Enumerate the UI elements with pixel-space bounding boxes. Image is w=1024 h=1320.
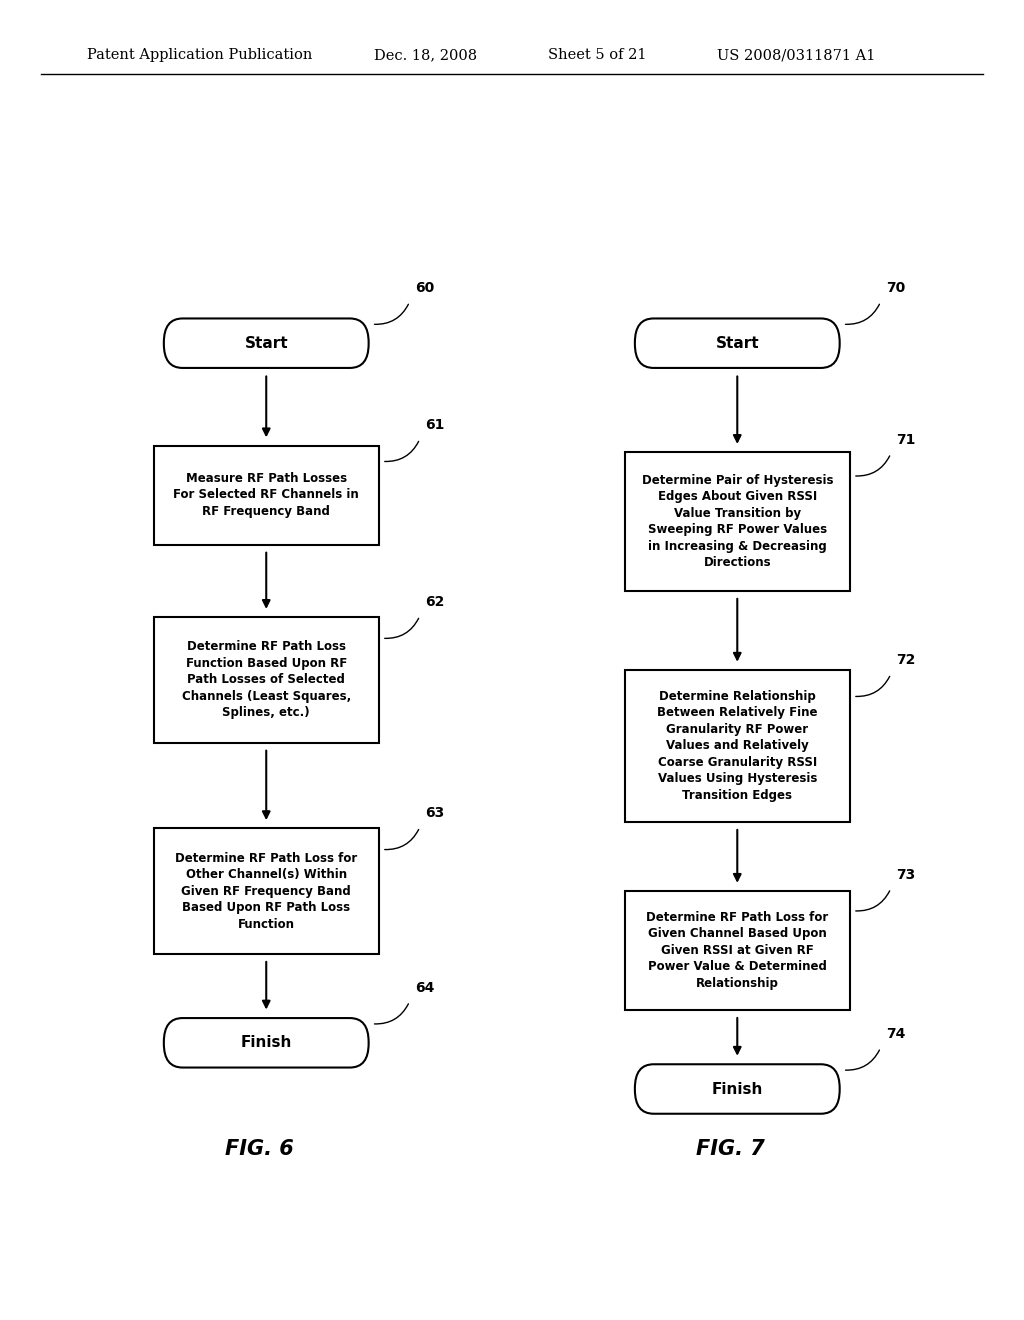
Text: 62: 62 bbox=[425, 595, 444, 610]
Bar bbox=[625, 671, 850, 821]
Text: 72: 72 bbox=[896, 653, 915, 667]
Bar bbox=[625, 891, 850, 1010]
Text: 61: 61 bbox=[425, 418, 444, 433]
Text: Determine RF Path Loss
Function Based Upon RF
Path Losses of Selected
Channels (: Determine RF Path Loss Function Based Up… bbox=[181, 640, 351, 719]
Text: Determine RF Path Loss for
Given Channel Based Upon
Given RSSI at Given RF
Power: Determine RF Path Loss for Given Channel… bbox=[646, 911, 828, 990]
Bar bbox=[154, 446, 379, 544]
Text: 73: 73 bbox=[896, 867, 915, 882]
Bar bbox=[154, 618, 379, 742]
Text: 74: 74 bbox=[886, 1027, 905, 1041]
Text: 64: 64 bbox=[415, 981, 434, 995]
FancyBboxPatch shape bbox=[635, 1064, 840, 1114]
Text: US 2008/0311871 A1: US 2008/0311871 A1 bbox=[717, 49, 876, 62]
Text: Determine RF Path Loss for
Other Channel(s) Within
Given RF Frequency Band
Based: Determine RF Path Loss for Other Channel… bbox=[175, 851, 357, 931]
Text: Finish: Finish bbox=[241, 1035, 292, 1051]
Text: FIG. 7: FIG. 7 bbox=[696, 1139, 765, 1159]
Text: Finish: Finish bbox=[712, 1081, 763, 1097]
Text: Start: Start bbox=[716, 335, 759, 351]
Bar bbox=[625, 453, 850, 591]
Text: FIG. 6: FIG. 6 bbox=[225, 1139, 294, 1159]
Text: Determine Relationship
Between Relatively Fine
Granularity RF Power
Values and R: Determine Relationship Between Relativel… bbox=[657, 690, 817, 801]
Text: 60: 60 bbox=[415, 281, 434, 296]
Text: 70: 70 bbox=[886, 281, 905, 296]
Text: 63: 63 bbox=[425, 807, 444, 820]
FancyBboxPatch shape bbox=[164, 1018, 369, 1068]
Text: 71: 71 bbox=[896, 433, 915, 446]
Text: Dec. 18, 2008: Dec. 18, 2008 bbox=[374, 49, 477, 62]
FancyBboxPatch shape bbox=[164, 318, 369, 368]
Text: Sheet 5 of 21: Sheet 5 of 21 bbox=[548, 49, 646, 62]
Text: Start: Start bbox=[245, 335, 288, 351]
FancyBboxPatch shape bbox=[635, 318, 840, 368]
Text: Determine Pair of Hysteresis
Edges About Given RSSI
Value Transition by
Sweeping: Determine Pair of Hysteresis Edges About… bbox=[641, 474, 834, 569]
Text: Measure RF Path Losses
For Selected RF Channels in
RF Frequency Band: Measure RF Path Losses For Selected RF C… bbox=[173, 473, 359, 517]
Text: Patent Application Publication: Patent Application Publication bbox=[87, 49, 312, 62]
Bar bbox=[154, 829, 379, 953]
